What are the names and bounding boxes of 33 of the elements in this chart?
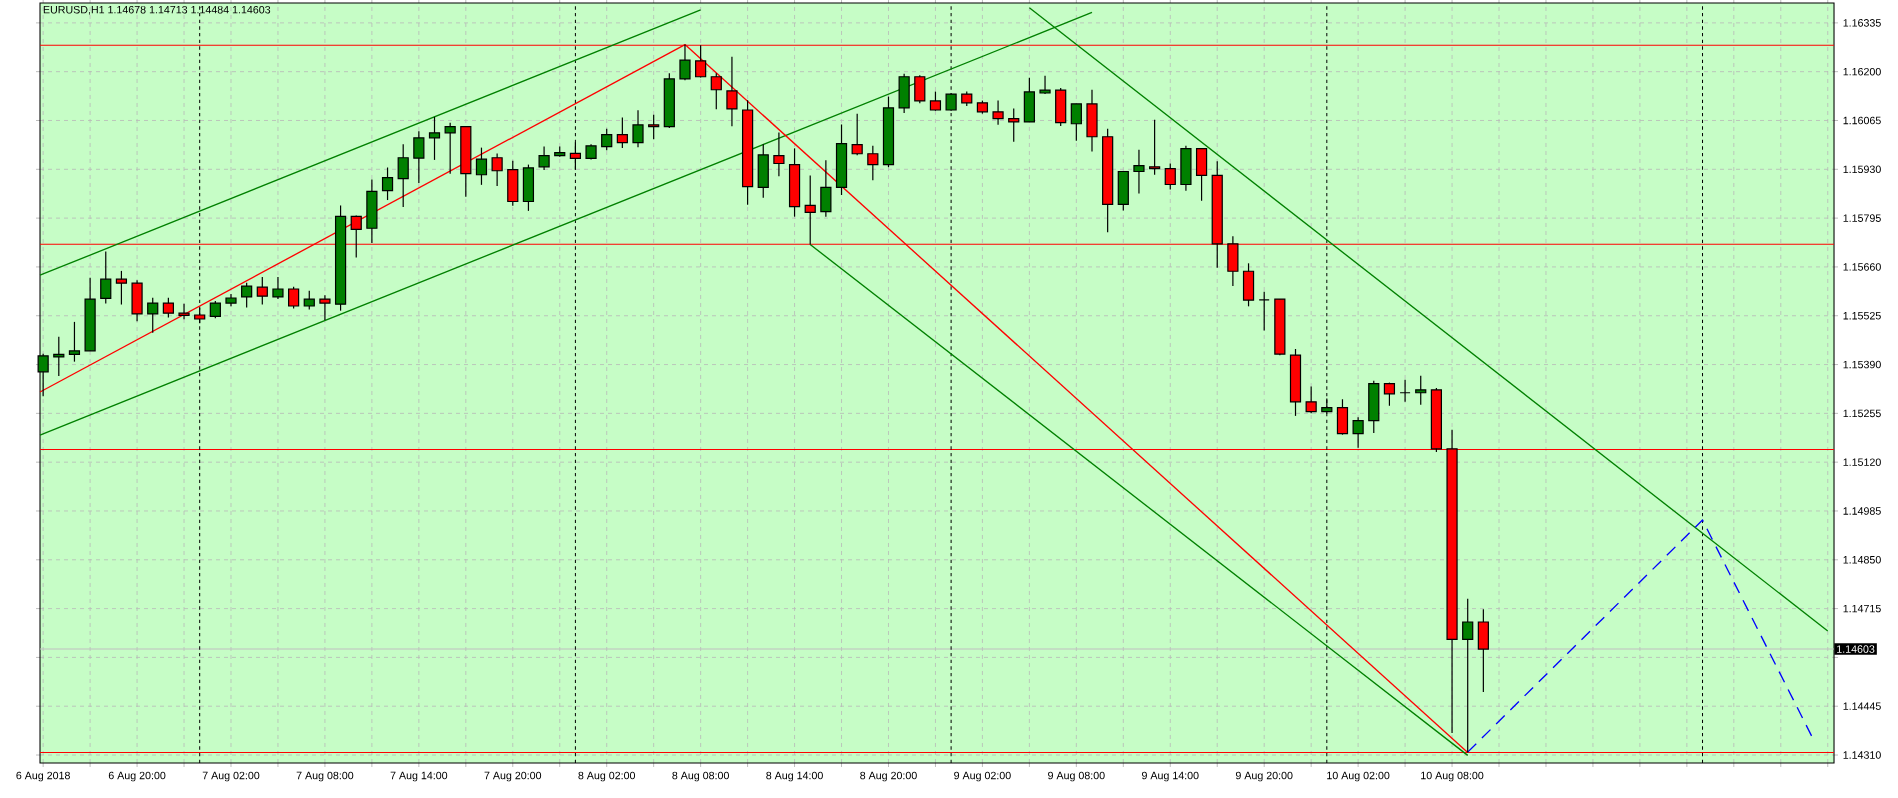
y-tick-label: 1.15795 bbox=[1843, 214, 1881, 222]
x-tick-label: 6 Aug 2018 bbox=[16, 771, 70, 782]
y-tick-label: 1.16335 bbox=[1843, 19, 1881, 27]
x-tick-label: 9 Aug 02:00 bbox=[954, 771, 1011, 782]
y-tick-label: 1.16200 bbox=[1843, 67, 1881, 76]
x-tick-label: 7 Aug 14:00 bbox=[390, 771, 448, 782]
x-tick-label: 7 Aug 02:00 bbox=[202, 771, 260, 782]
x-tick-label: 7 Aug 20:00 bbox=[484, 771, 542, 782]
y-tick-label: 1.14985 bbox=[1843, 507, 1881, 515]
x-tick-label: 7 Aug 08:00 bbox=[296, 771, 354, 782]
ref-line-label: 1.14603 bbox=[1837, 645, 1875, 653]
chart-title: EURUSD,H1 1.14678 1.14713 1.14484 1.14603 bbox=[43, 5, 271, 15]
y-tick-label: 1.14715 bbox=[1843, 604, 1881, 613]
x-tick-label: 8 Aug 20:00 bbox=[860, 771, 917, 782]
y-tick-label: 1.16065 bbox=[1843, 116, 1881, 125]
x-tick-label: 9 Aug 14:00 bbox=[1142, 771, 1199, 782]
y-tick-label: 1.15525 bbox=[1843, 311, 1881, 320]
y-tick-label: 1.14445 bbox=[1843, 702, 1881, 710]
x-tick-label: 6 Aug 20:00 bbox=[108, 771, 166, 782]
y-tick-label: 1.14850 bbox=[1843, 556, 1881, 564]
x-tick-label: 10 Aug 08:00 bbox=[1421, 771, 1484, 782]
x-tick-label: 8 Aug 08:00 bbox=[672, 771, 729, 782]
y-tick-label: 1.15120 bbox=[1843, 458, 1881, 466]
x-tick-label: 8 Aug 14:00 bbox=[766, 771, 823, 782]
x-tick-label: 10 Aug 02:00 bbox=[1327, 771, 1390, 782]
y-tick-label: 1.15390 bbox=[1843, 360, 1881, 369]
y-tick-label: 1.15255 bbox=[1843, 409, 1881, 418]
y-tick-label: 1.15660 bbox=[1843, 263, 1881, 271]
x-tick-label: 9 Aug 08:00 bbox=[1048, 771, 1105, 782]
y-tick-label: 1.15930 bbox=[1843, 165, 1881, 174]
y-tick-label: 1.14310 bbox=[1843, 751, 1881, 759]
x-tick-label: 8 Aug 02:00 bbox=[578, 771, 636, 782]
x-tick-label: 9 Aug 20:00 bbox=[1235, 771, 1293, 782]
